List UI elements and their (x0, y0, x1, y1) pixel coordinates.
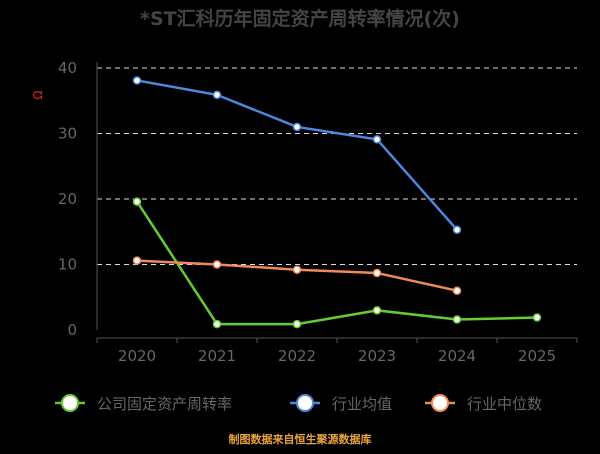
legend-item-3[interactable]: 行业中位数 (425, 394, 542, 413)
x-tick-label: 2025 (518, 347, 556, 365)
data-point[interactable] (372, 268, 382, 278)
data-point[interactable] (132, 197, 142, 206)
legend-label: 行业均值 (332, 395, 392, 413)
axes: 0 10 20 30 40 2020 2021 2022 2023 2024 2025 (58, 59, 578, 365)
data-point[interactable] (292, 265, 302, 274)
data-point[interactable] (132, 76, 142, 85)
x-tick-label: 2021 (198, 347, 236, 365)
legend-item-1[interactable]: 公司固定资产周转率 (55, 394, 232, 413)
data-point[interactable] (292, 122, 302, 132)
y-unit-label: Ω (31, 90, 45, 99)
x-tick-label: 2022 (278, 347, 316, 365)
data-point[interactable] (132, 256, 142, 265)
legend-label: 公司固定资产周转率 (97, 395, 232, 413)
chart-title: *ST汇科历年固定资产周转率情况(次) (140, 7, 460, 30)
legend[interactable]: 公司固定资产周转率 行业均值 行业中位数 (55, 394, 542, 413)
y-tick-label: 40 (58, 59, 77, 77)
y-tick-label: 10 (58, 256, 77, 274)
y-tick-label: 0 (67, 321, 77, 339)
legend-label: 行业中位数 (467, 395, 542, 413)
data-point[interactable] (452, 225, 462, 235)
data-point[interactable] (212, 260, 222, 269)
data-point[interactable] (372, 135, 382, 144)
legend-item-2[interactable]: 行业均值 (290, 394, 392, 413)
y-tick-label: 20 (58, 190, 77, 208)
data-point[interactable] (452, 315, 462, 324)
data-point[interactable] (292, 319, 302, 329)
y-tick-label: 30 (58, 125, 77, 143)
x-tick-label: 2023 (358, 347, 396, 365)
series-line-2 (136, 79, 458, 231)
data-point[interactable] (532, 313, 542, 322)
legend-marker (61, 394, 79, 412)
x-tick-label: 2020 (118, 347, 156, 365)
data-point[interactable] (452, 286, 462, 295)
legend-marker (296, 394, 314, 412)
series-line-1 (135, 200, 538, 326)
series-layer (132, 76, 542, 329)
source-note: 制图数据来自恒生聚源数据库 (229, 432, 372, 446)
data-point[interactable] (212, 319, 222, 329)
data-point[interactable] (212, 90, 222, 100)
data-point[interactable] (372, 306, 382, 315)
legend-marker (431, 394, 449, 412)
grid (97, 67, 577, 265)
x-tick-label: 2024 (438, 347, 476, 365)
